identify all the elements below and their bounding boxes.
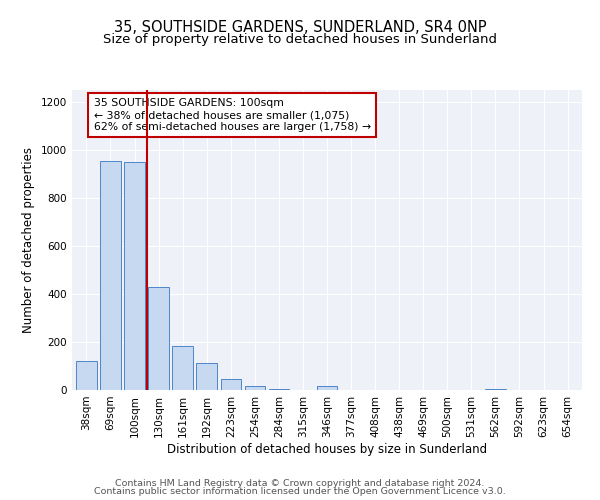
- Bar: [196, 363, 217, 390]
- Bar: [172, 346, 193, 390]
- Bar: [100, 161, 121, 390]
- Bar: [124, 162, 145, 390]
- Y-axis label: Number of detached properties: Number of detached properties: [22, 147, 35, 333]
- Text: 35 SOUTHSIDE GARDENS: 100sqm
← 38% of detached houses are smaller (1,075)
62% of: 35 SOUTHSIDE GARDENS: 100sqm ← 38% of de…: [94, 98, 371, 132]
- Bar: [221, 378, 241, 390]
- Bar: [245, 386, 265, 390]
- Bar: [317, 386, 337, 390]
- Bar: [76, 361, 97, 390]
- X-axis label: Distribution of detached houses by size in Sunderland: Distribution of detached houses by size …: [167, 442, 487, 456]
- Text: 35, SOUTHSIDE GARDENS, SUNDERLAND, SR4 0NP: 35, SOUTHSIDE GARDENS, SUNDERLAND, SR4 0…: [113, 20, 487, 35]
- Text: Contains public sector information licensed under the Open Government Licence v3: Contains public sector information licen…: [94, 487, 506, 496]
- Text: Contains HM Land Registry data © Crown copyright and database right 2024.: Contains HM Land Registry data © Crown c…: [115, 478, 485, 488]
- Bar: [148, 287, 169, 390]
- Text: Size of property relative to detached houses in Sunderland: Size of property relative to detached ho…: [103, 32, 497, 46]
